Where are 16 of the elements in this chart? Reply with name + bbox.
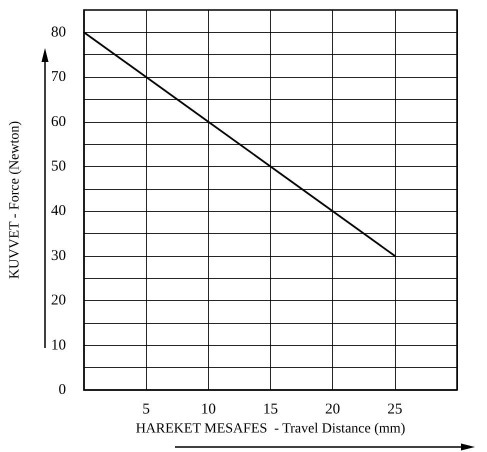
- x-tick-label: 25: [387, 402, 402, 418]
- y-tick-label: 10: [51, 337, 66, 354]
- y-tick-label: 30: [51, 248, 66, 264]
- x-axis-title: HAREKET MESAFES - Travel Distance (mm): [136, 421, 406, 436]
- y-tick-label: 70: [51, 69, 66, 86]
- x-tick-label: 20: [325, 402, 340, 418]
- y-tick-label: 50: [51, 158, 66, 174]
- y-tick-label: 40: [51, 203, 66, 220]
- x-tick-label: 10: [200, 402, 216, 418]
- y-tick-label: 0: [58, 382, 66, 398]
- y-tick-label: 60: [51, 114, 66, 130]
- y-tick-label: 80: [51, 24, 66, 40]
- x-tick-label: 5: [142, 402, 150, 418]
- y-axis-title: KUVVET - Force (Newton): [8, 120, 22, 279]
- x-tick-label: 15: [263, 402, 278, 418]
- y-tick-label: 20: [51, 292, 66, 309]
